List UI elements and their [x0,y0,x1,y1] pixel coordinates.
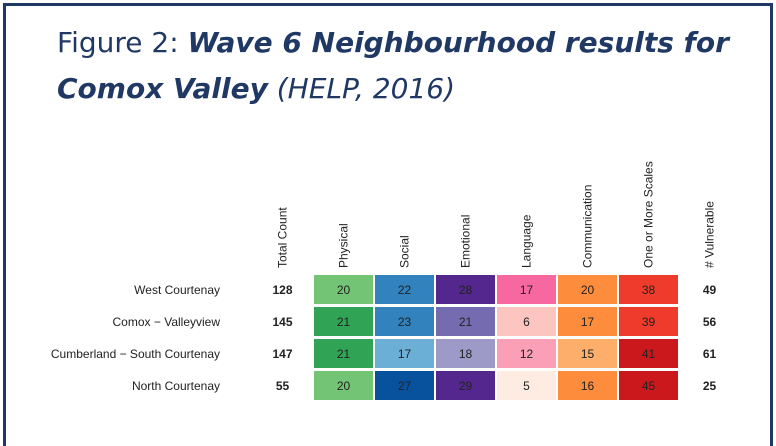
cell-value: 41 [642,347,656,361]
cell-value: 45 [642,379,656,393]
cell-value: 147 [272,347,292,361]
cell-value: 128 [272,283,292,297]
column-header: Emotional [459,215,473,268]
cell [619,371,678,400]
cell [436,339,495,368]
cell [497,339,556,368]
column-header: Language [520,214,534,268]
cell [314,275,373,304]
cell [314,339,373,368]
cell-value: 49 [703,283,717,297]
cell [558,275,617,304]
cell [375,275,434,304]
cell [497,371,556,400]
cell-value: 20 [337,283,351,297]
cell [619,275,678,304]
cell-value: 56 [703,315,717,329]
cell [375,339,434,368]
cell [375,307,434,336]
cell [436,371,495,400]
column-header: # Vulnerable [703,201,717,268]
cell [497,275,556,304]
cell-value: 20 [337,379,351,393]
figure-label: Figure 2: [57,26,188,59]
cell-value: 6 [523,315,530,329]
row-label: Cumberland − South Courtenay [51,347,220,361]
cell-value: 17 [520,283,534,297]
cell-value: 28 [459,283,473,297]
row-label: Comox − Valleyview [113,315,221,329]
cell-value: 5 [523,379,530,393]
cell-value: 17 [398,347,412,361]
cell-value: 20 [581,283,595,297]
cell-value: 15 [581,347,595,361]
cell [314,371,373,400]
row-label: North Courtenay [132,379,220,393]
cell-value: 61 [703,347,717,361]
cell [314,307,373,336]
cell [619,307,678,336]
figure-source: (HELP, 2016) [267,72,456,105]
cell-value: 12 [520,347,534,361]
page: {"figure": {"label": "Figure 2: ", "titl… [3,3,773,446]
cell [558,339,617,368]
column-header: Physical [337,223,351,268]
cell [619,339,678,368]
heatmap-table: Total Count Physical Social Emotional Langua… [51,161,717,400]
cell-value: 22 [398,283,412,297]
cell-value: 55 [276,379,290,393]
cell-value: 38 [642,283,656,297]
cell-value: 21 [337,347,351,361]
cell-value: 17 [581,315,595,329]
cell-value: 16 [581,379,595,393]
column-header: Social [398,235,412,268]
figure-title: Figure 2: Wave 6 Neighbourhood results f… [57,20,757,112]
cell [436,307,495,336]
cell-value: 27 [398,379,412,393]
cell [558,371,617,400]
cell [558,307,617,336]
cell-value: 25 [703,379,717,393]
figure-heading: Wave 6 Neighbourhood results for Comox V… [57,26,729,105]
column-header: One or More Scales [642,161,656,268]
row-label: West Courtenay [134,283,220,297]
column-header: Total Count [276,207,290,268]
column-header: Communication [581,185,595,268]
cell-value: 39 [642,315,656,329]
cell-value: 23 [398,315,412,329]
cell [497,307,556,336]
cell [375,371,434,400]
cell-value: 21 [459,315,473,329]
cell-value: 29 [459,379,473,393]
cell-value: 21 [337,315,351,329]
cell-value: 18 [459,347,473,361]
cell [436,275,495,304]
cell-value: 145 [272,315,292,329]
